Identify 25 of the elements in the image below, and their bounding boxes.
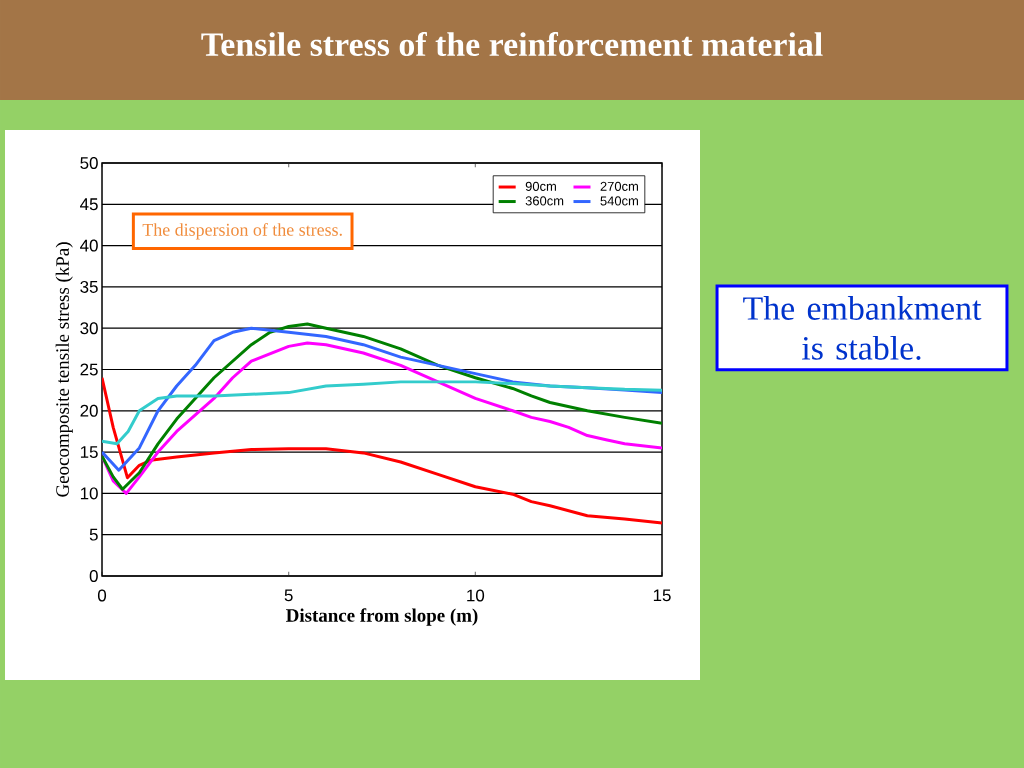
y-tick-label: 0 — [89, 569, 98, 582]
x-tick-label: 10 — [467, 589, 485, 602]
y-axis-title: Geocomposite tensile stress (kPa) — [55, 242, 73, 497]
y-tick-label: 5 — [89, 528, 98, 541]
y-tick-label: 50 — [80, 156, 98, 169]
x-tick-label: 0 — [97, 589, 107, 602]
line-series — [102, 376, 663, 525]
chart-title: Tensile stress of the reinforcement material — [201, 31, 823, 57]
y-tick-label: 35 — [80, 280, 98, 293]
y-tick-label: 30 — [80, 322, 98, 335]
legend-label: 540cm — [600, 196, 638, 206]
y-tick-label: 25 — [80, 363, 98, 376]
x-tick-label: 15 — [653, 589, 671, 602]
y-tick-label: 40 — [80, 239, 98, 252]
legend-label: 360cm — [525, 196, 564, 206]
text: The embankment is stable. — [743, 296, 982, 360]
y-tick-label: 45 — [80, 198, 98, 211]
y-tick-label: 10 — [80, 487, 98, 500]
legend-label: 90cm — [525, 181, 556, 191]
x-axis-title: Distance from slope (m) — [286, 608, 478, 626]
annotation: The dispersion of the stress. — [142, 223, 342, 240]
x-tick-label: 5 — [284, 589, 293, 602]
y-tick-label: 15 — [80, 446, 98, 458]
legend-label: 270cm — [600, 181, 638, 191]
y-tick-label: 20 — [80, 404, 98, 417]
